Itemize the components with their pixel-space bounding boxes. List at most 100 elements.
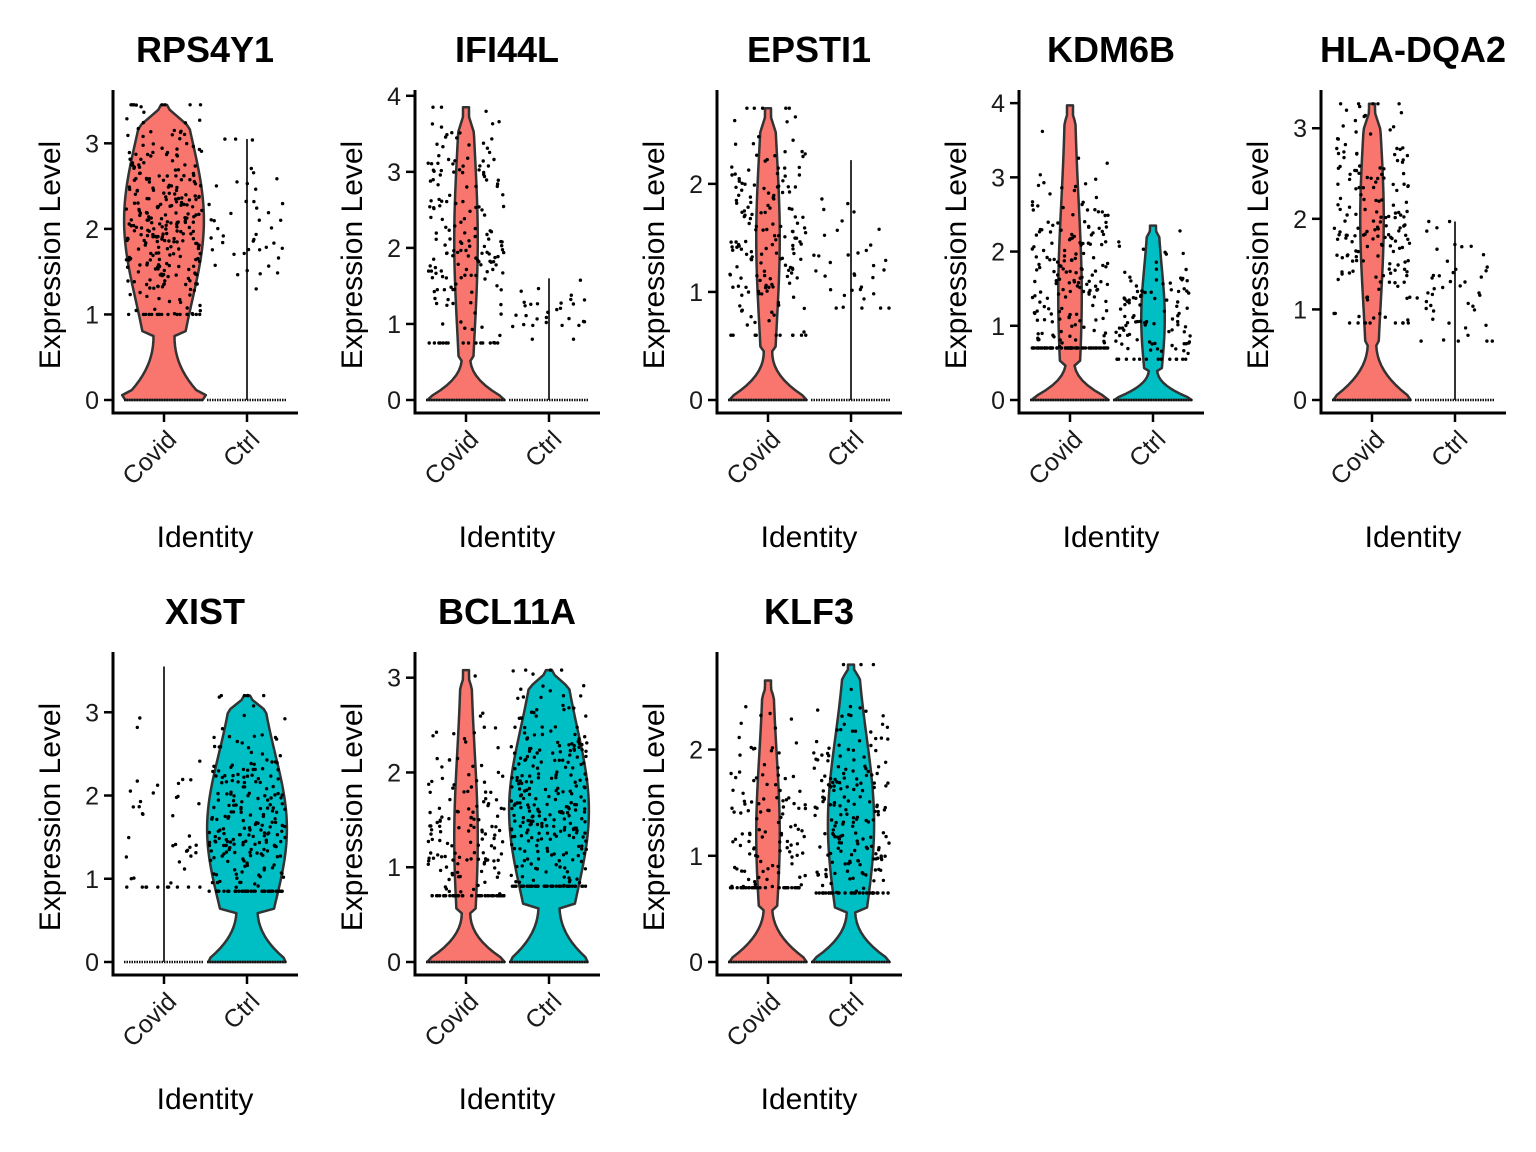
data-point [174, 211, 178, 215]
data-point [1120, 342, 1124, 346]
data-point [853, 891, 857, 895]
data-point [517, 762, 521, 766]
data-point [739, 276, 743, 280]
y-tick-label: 2 [689, 737, 703, 765]
data-point [548, 813, 552, 817]
data-point [1375, 210, 1379, 214]
data-point [478, 714, 483, 718]
data-point [776, 766, 780, 770]
data-point [876, 809, 880, 814]
data-point [784, 798, 789, 802]
data-point [561, 884, 566, 888]
data-point [445, 303, 449, 307]
data-point [163, 103, 167, 107]
data-point [567, 807, 571, 811]
data-point [180, 196, 184, 200]
data-point [553, 725, 558, 729]
data-point [1095, 288, 1099, 292]
data-point [845, 869, 850, 873]
data-point [1374, 275, 1378, 279]
data-point [886, 737, 890, 741]
data-point [834, 820, 838, 825]
data-point [273, 760, 278, 764]
data-point [1460, 245, 1464, 249]
data-point [1471, 304, 1475, 308]
data-point [1105, 161, 1109, 165]
data-point [168, 253, 172, 257]
data-point [1092, 346, 1096, 350]
data-point [1445, 259, 1450, 263]
data-point [1393, 321, 1398, 325]
data-point [524, 757, 528, 762]
data-point [220, 775, 224, 780]
data-point [1354, 212, 1358, 216]
data-point [200, 208, 204, 213]
data-point [780, 256, 785, 260]
data-point [177, 247, 181, 251]
data-point [1118, 333, 1122, 338]
data-point [1058, 317, 1062, 321]
data-point [579, 859, 584, 864]
data-point [497, 871, 501, 875]
data-point [216, 798, 221, 802]
data-point [261, 814, 266, 819]
data-point [858, 863, 862, 867]
data-point [579, 795, 583, 799]
data-point [731, 285, 735, 289]
data-point [146, 228, 150, 232]
data-point [479, 763, 484, 768]
data-point [469, 301, 473, 305]
data-point [1049, 312, 1053, 316]
data-point [858, 795, 862, 799]
data-point [820, 778, 824, 783]
data-point [490, 137, 494, 141]
data-point [825, 751, 830, 756]
data-point [1176, 323, 1180, 327]
data-point [790, 886, 794, 890]
data-point [197, 802, 201, 806]
data-point [124, 207, 129, 211]
data-point [733, 837, 738, 841]
data-point [1072, 234, 1076, 239]
data-point [753, 880, 757, 884]
data-point [522, 789, 527, 793]
data-point [440, 199, 444, 203]
data-point [528, 819, 532, 823]
data-point [477, 818, 481, 822]
data-point [856, 859, 861, 863]
data-point [861, 891, 865, 895]
data-point [1093, 284, 1098, 288]
data-point [783, 235, 787, 239]
data-point [490, 894, 495, 898]
data-point [874, 748, 878, 753]
data-point [763, 159, 767, 163]
data-point [561, 703, 565, 708]
data-point [221, 827, 226, 831]
data-point [1055, 260, 1060, 264]
data-point [1472, 308, 1477, 312]
data-point [571, 835, 576, 840]
data-point [886, 781, 890, 785]
data-point [260, 733, 264, 737]
data-point [430, 837, 434, 842]
data-point [1161, 282, 1165, 286]
data-point [1399, 213, 1403, 217]
data-point [832, 784, 836, 788]
data-point [474, 779, 479, 783]
data-point [514, 313, 518, 317]
data-point [1365, 244, 1370, 249]
data-point [1447, 219, 1452, 224]
data-point [242, 780, 247, 785]
data-point [543, 884, 547, 888]
data-point [872, 292, 876, 296]
data-point [863, 764, 867, 768]
data-point [156, 885, 160, 889]
data-point [135, 779, 139, 783]
data-point [1183, 325, 1188, 329]
data-point [426, 839, 431, 844]
data-point [567, 833, 571, 838]
data-point [771, 222, 775, 226]
data-point [1035, 318, 1040, 322]
data-point [1406, 259, 1410, 263]
